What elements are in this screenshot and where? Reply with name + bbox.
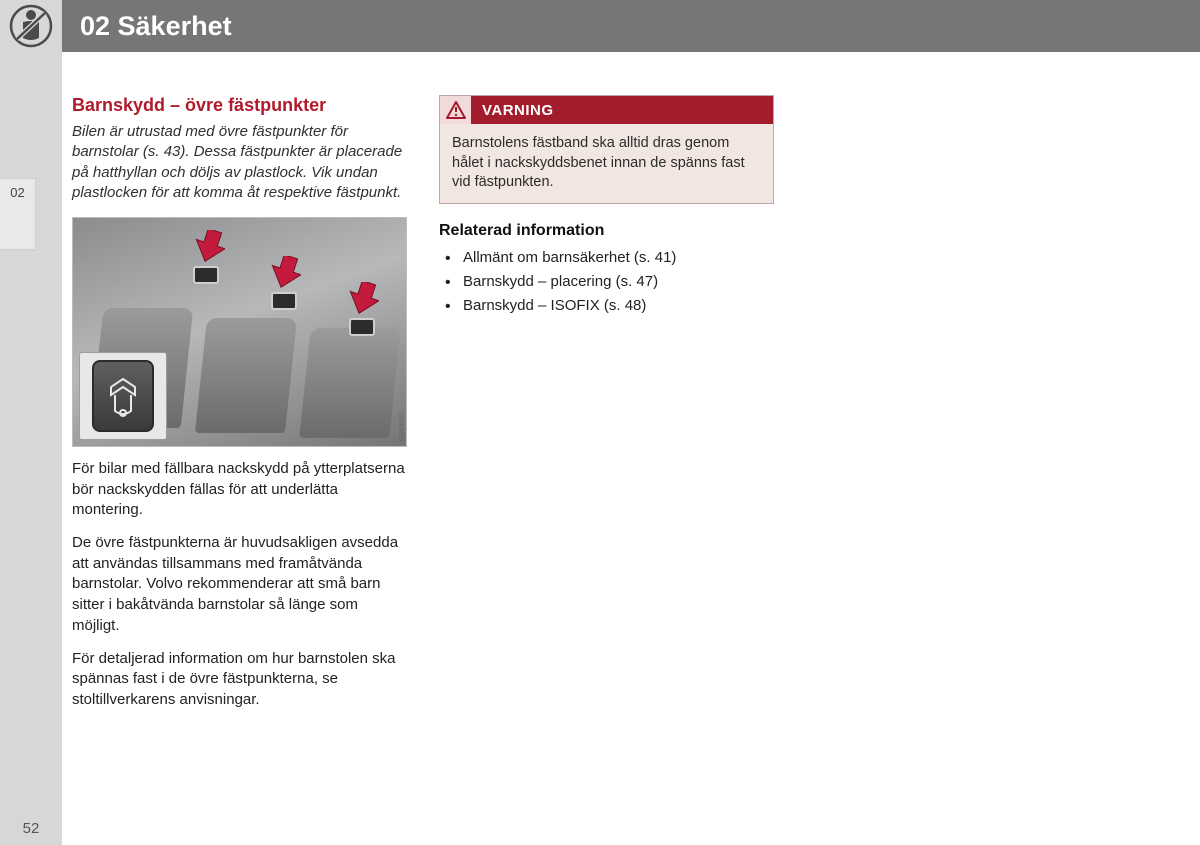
seat-illustration [195, 318, 297, 433]
chapter-tab-label: 02 [10, 185, 24, 200]
related-link[interactable]: Barnskydd – placering (s. 47) [445, 270, 774, 294]
image-code: G043499 [397, 413, 404, 442]
warning-body: Barnstolens fästband ska alltid dras gen… [440, 124, 773, 203]
anchor-slot [349, 318, 375, 336]
body-paragraph: För detaljerad information om hur barnst… [72, 649, 407, 711]
warning-box: VARNING Barnstolens fästband ska alltid … [439, 95, 774, 204]
warning-title: VARNING [472, 102, 554, 119]
column-2: VARNING Barnstolens fästband ska alltid … [439, 95, 774, 723]
chapter-tab: 02 [0, 178, 36, 250]
page-content: Barnskydd – övre fästpunkter Bilen är ut… [72, 95, 1172, 723]
page-number: 52 [0, 811, 62, 845]
seat-illustration [299, 328, 401, 438]
anchor-slot [271, 292, 297, 310]
related-info-title: Relaterad information [439, 222, 774, 240]
anchor-slot [193, 266, 219, 284]
page-number-label: 52 [23, 820, 40, 837]
related-info-list: Allmänt om barnsäkerhet (s. 41) Barnskyd… [439, 246, 774, 318]
section-title: Barnskydd – övre fästpunkter [72, 95, 407, 116]
chapter-header: 02 Säkerhet [62, 0, 1200, 52]
intro-text: Bilen är utrustad med övre fästpunkter f… [72, 122, 407, 203]
anchor-points-figure: G043499 [72, 217, 407, 447]
chapter-title: 02 Säkerhet [80, 11, 232, 42]
left-margin [0, 0, 62, 845]
column-1: Barnskydd – övre fästpunkter Bilen är ut… [72, 95, 407, 723]
seatbelt-crossed-icon [6, 2, 56, 50]
related-link[interactable]: Allmänt om barnsäkerhet (s. 41) [445, 246, 774, 270]
warning-header: VARNING [440, 96, 773, 124]
body-paragraph: De övre fästpunkterna är huvudsakligen a… [72, 533, 407, 636]
child-seat-anchor-icon [92, 360, 154, 432]
figure-inset [79, 352, 167, 440]
body-paragraph: För bilar med fällbara nackskydd på ytte… [72, 459, 407, 521]
related-link[interactable]: Barnskydd – ISOFIX (s. 48) [445, 294, 774, 318]
warning-triangle-icon [440, 96, 472, 124]
